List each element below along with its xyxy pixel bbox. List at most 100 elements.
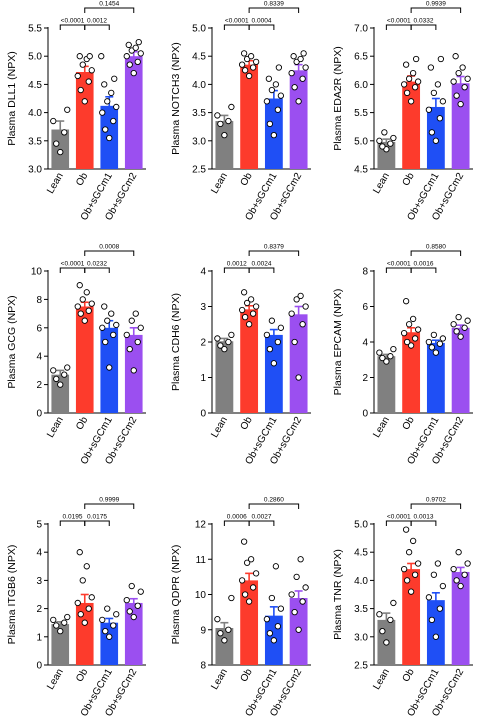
data-point <box>455 313 462 321</box>
significance-bracket <box>248 503 300 509</box>
data-point <box>293 296 300 303</box>
significance-bracket <box>410 520 437 526</box>
data-point <box>263 331 271 339</box>
y-tick-label: 7.0 <box>354 24 368 35</box>
p-value-label: 0.0232 <box>87 261 107 268</box>
data-point <box>106 364 113 371</box>
data-point <box>74 72 81 80</box>
data-point <box>104 605 111 612</box>
category-label: Lean <box>371 171 392 196</box>
y-tick-label: 3.0 <box>354 632 368 643</box>
y-tick-label: 3.5 <box>354 604 368 615</box>
y-tick-label: 2.5 <box>354 661 368 672</box>
data-point <box>411 335 419 342</box>
data-point <box>436 115 444 122</box>
data-point <box>79 61 86 68</box>
y-tick-label: 4.0 <box>354 576 368 587</box>
y-tick-label: 6 <box>36 323 42 334</box>
significance-bracket <box>385 24 412 30</box>
y-tick-label: 6.5 <box>354 52 368 63</box>
data-point <box>214 335 221 342</box>
significance-bracket <box>59 267 86 273</box>
data-point <box>412 55 420 63</box>
data-point <box>270 360 278 367</box>
data-point <box>434 81 442 88</box>
y-tick-label: 4.5 <box>28 80 42 91</box>
data-point <box>245 321 253 328</box>
data-point <box>400 565 408 573</box>
data-point <box>266 630 274 637</box>
data-point <box>414 560 422 567</box>
data-point <box>64 364 71 371</box>
data-point <box>439 98 447 105</box>
data-point <box>409 69 417 77</box>
data-point <box>130 69 137 77</box>
p-value-label: 0.0332 <box>414 18 434 25</box>
data-point <box>453 328 460 335</box>
y-tick-label: 0 <box>200 409 206 420</box>
data-point <box>99 109 106 116</box>
data-point <box>299 321 306 328</box>
data-point <box>104 98 111 105</box>
data-point <box>57 381 64 388</box>
data-point <box>295 626 302 633</box>
y-tick-label: 12 <box>195 520 207 531</box>
data-point <box>130 367 137 374</box>
data-point <box>293 573 300 581</box>
data-point <box>108 310 115 317</box>
p-value-label: <0.0001 <box>387 261 411 268</box>
y-tick-label: 4.5 <box>192 52 206 63</box>
data-point <box>86 53 93 60</box>
panel-2: 2.5 3.0 3.5 4.0 4.5 5.0 Plasma NOTCH3 (NPX) Lea… <box>170 1 311 222</box>
data-point <box>79 296 86 303</box>
data-point <box>225 626 232 633</box>
data-point <box>57 628 64 635</box>
data-point <box>238 577 246 584</box>
significance-bracket <box>223 520 250 526</box>
data-point <box>288 310 295 317</box>
data-point <box>409 537 417 545</box>
data-point <box>217 630 224 637</box>
data-point <box>79 577 86 584</box>
data-point <box>137 50 144 57</box>
y-axis-label: Plasma QDPR (NPX) <box>170 545 182 645</box>
data-point <box>291 338 298 346</box>
data-point <box>461 571 468 578</box>
data-point <box>128 317 135 324</box>
data-point <box>123 331 130 339</box>
p-value-label: 0.0175 <box>87 514 107 521</box>
y-tick-label: 4 <box>362 338 368 349</box>
data-point <box>132 310 139 317</box>
data-point <box>245 598 253 605</box>
data-point <box>50 117 57 125</box>
data-point <box>275 64 283 71</box>
bar-ob <box>75 71 94 169</box>
data-point <box>428 129 436 136</box>
data-point <box>241 67 249 74</box>
y-tick-label: 3.5 <box>192 108 206 119</box>
category-label: Lean <box>209 171 230 196</box>
data-point <box>427 64 435 71</box>
data-point <box>272 81 280 88</box>
data-point <box>266 345 274 353</box>
data-point <box>266 120 274 128</box>
y-tick-label: 4.0 <box>192 80 206 91</box>
data-point <box>123 596 130 604</box>
bar-obsgcm2 <box>124 334 143 413</box>
panel-3: 4.5 5.0 5.5 6.0 6.5 7.0 Plasma EDA2R (NPX) Lean… <box>332 1 473 222</box>
data-point <box>450 78 457 85</box>
data-point <box>464 560 471 567</box>
data-point <box>407 98 415 105</box>
data-point <box>132 44 139 51</box>
category-label: Ob <box>239 171 255 188</box>
data-point <box>99 616 106 624</box>
data-point <box>221 637 228 644</box>
data-point <box>74 599 81 607</box>
data-point <box>288 69 295 77</box>
data-point <box>405 75 413 82</box>
p-value-label: <0.0001 <box>387 18 411 25</box>
data-point <box>277 324 285 331</box>
significance-bracket <box>248 250 300 256</box>
